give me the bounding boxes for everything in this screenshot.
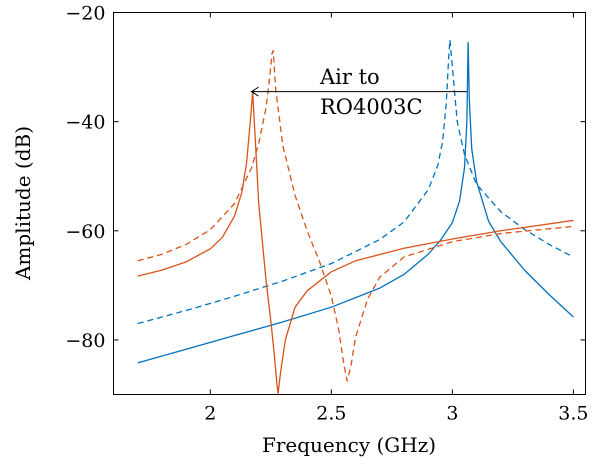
y-tick-label: −60 [65, 221, 105, 243]
y-tick-label: −20 [65, 3, 105, 25]
annotation-line-1: Air to [319, 65, 380, 89]
series-line-2 [137, 39, 574, 325]
series-layer [137, 39, 574, 395]
plot-frame [113, 12, 586, 395]
x-tick-label: 3 [446, 403, 458, 425]
y-tick-label: −80 [65, 330, 105, 352]
series-line-3 [137, 90, 574, 395]
annotation-arrowhead [250, 86, 259, 97]
x-axis-label: Frequency (GHz) [262, 433, 436, 457]
ticks-layer: 2 2.5 3 3.5 −80 −60 −40 −20 [65, 3, 588, 425]
series-line-4 [137, 50, 574, 382]
x-tick-label: 2.5 [316, 403, 346, 425]
x-tick-label: 2 [204, 403, 216, 425]
series-line-1 [137, 41, 574, 364]
annotation-line-2: RO4003C [320, 95, 423, 119]
x-tick-label: 3.5 [558, 403, 588, 425]
y-tick-label: −40 [65, 112, 105, 134]
y-axis-label: Amplitude (dB) [11, 126, 35, 281]
annotation: Air to RO4003C [250, 65, 467, 119]
